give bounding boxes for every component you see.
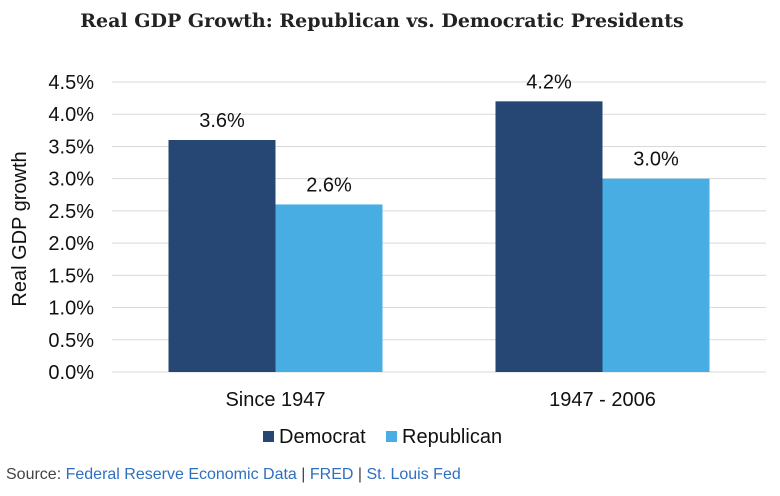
x-axis-categories: Since 1947 1947 - 2006 xyxy=(225,389,655,411)
data-label: 3.0% xyxy=(633,149,679,171)
legend-swatch-democrat xyxy=(263,431,274,442)
source-link-fred[interactable]: FRED xyxy=(309,466,354,483)
bar-democrat xyxy=(495,101,603,372)
bar-republican xyxy=(275,204,383,372)
legend-label-republican: Republican xyxy=(402,426,502,448)
legend-swatch-republican xyxy=(386,431,397,442)
y-tick-label: 4.0% xyxy=(48,104,94,126)
legend: Democrat Republican xyxy=(263,426,502,448)
source-link-fred-data[interactable]: Federal Reserve Economic Data xyxy=(65,466,297,483)
source-line: Source: Federal Reserve Economic Data | … xyxy=(6,466,461,484)
y-tick-label: 4.5% xyxy=(48,72,94,94)
bar-republican xyxy=(602,178,710,372)
x-category-label: Since 1947 xyxy=(225,389,325,411)
bars: 3.6% 2.6% 4.2% 3.0% xyxy=(168,71,710,372)
y-tick-label: 3.0% xyxy=(48,169,94,191)
data-label: 4.2% xyxy=(526,71,572,93)
legend-label-democrat: Democrat xyxy=(279,426,366,448)
y-tick-label: 0.0% xyxy=(48,362,94,384)
data-label: 2.6% xyxy=(306,174,352,196)
chart-title: Real GDP Growth: Republican vs. Democrat… xyxy=(80,10,683,32)
y-tick-label: 1.5% xyxy=(48,265,94,287)
source-prefix: Source: xyxy=(6,466,66,483)
y-tick-label: 2.0% xyxy=(48,233,94,255)
y-axis-label: Real GDP growth xyxy=(9,151,31,306)
source-sep-1: | xyxy=(296,466,310,483)
y-tick-label: 3.5% xyxy=(48,136,94,158)
y-tick-label: 1.0% xyxy=(48,298,94,320)
source-sep-2: | xyxy=(353,466,367,483)
data-label: 3.6% xyxy=(199,110,245,132)
y-tick-label: 2.5% xyxy=(48,201,94,223)
source-link-stl-fed[interactable]: St. Louis Fed xyxy=(366,466,461,483)
x-category-label: 1947 - 2006 xyxy=(549,389,656,411)
chart: Real GDP Growth: Republican vs. Democrat… xyxy=(9,10,766,448)
y-tick-label: 0.5% xyxy=(48,330,94,352)
bar-democrat xyxy=(168,140,276,372)
y-axis-ticks: 0.0% 0.5% 1.0% 1.5% 2.0% 2.5% 3.0% 3.5% 4.0% 4.5% xyxy=(48,72,94,384)
